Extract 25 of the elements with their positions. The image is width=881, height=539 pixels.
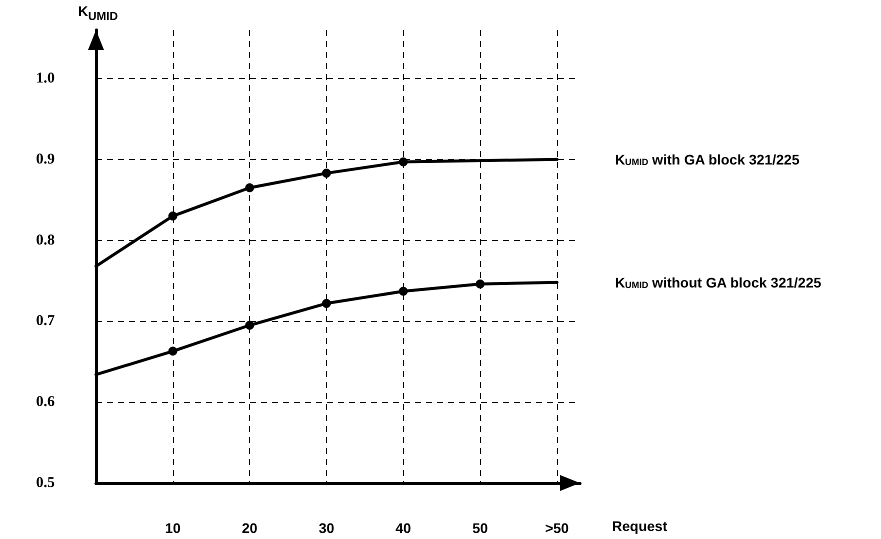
y-tick-label: 0.7 bbox=[36, 313, 56, 330]
point bbox=[168, 212, 178, 221]
y-tick-label: 0.9 bbox=[36, 151, 55, 168]
point bbox=[245, 183, 254, 192]
text: KUMID without GA block 321/225 bbox=[614, 274, 822, 290]
y-axis-title: K$_{UMID}$ bbox=[78, 3, 118, 23]
x-tick-label: 50 bbox=[472, 520, 488, 536]
x-tick-label: 10 bbox=[165, 520, 181, 536]
text: KUMID with GA block 321/225 bbox=[614, 151, 800, 168]
x-tick-label: 40 bbox=[396, 520, 412, 536]
y-tick-label: 1.0 bbox=[36, 70, 55, 87]
x-tick-label: 20 bbox=[242, 520, 258, 536]
y-tick-label: 0.8 bbox=[36, 232, 55, 248]
point bbox=[398, 157, 408, 166]
x-tick-label: 30 bbox=[318, 520, 334, 536]
point bbox=[245, 320, 254, 330]
y-tick-label: 0.5 bbox=[36, 475, 55, 491]
x-tick-label: >50 bbox=[545, 520, 570, 536]
point bbox=[476, 280, 485, 288]
point bbox=[168, 346, 178, 356]
point bbox=[322, 168, 331, 178]
x-axis-title: Request bbox=[612, 518, 668, 534]
point bbox=[322, 298, 331, 308]
y-tick-label: 0.6 bbox=[36, 394, 56, 410]
point bbox=[398, 286, 408, 296]
